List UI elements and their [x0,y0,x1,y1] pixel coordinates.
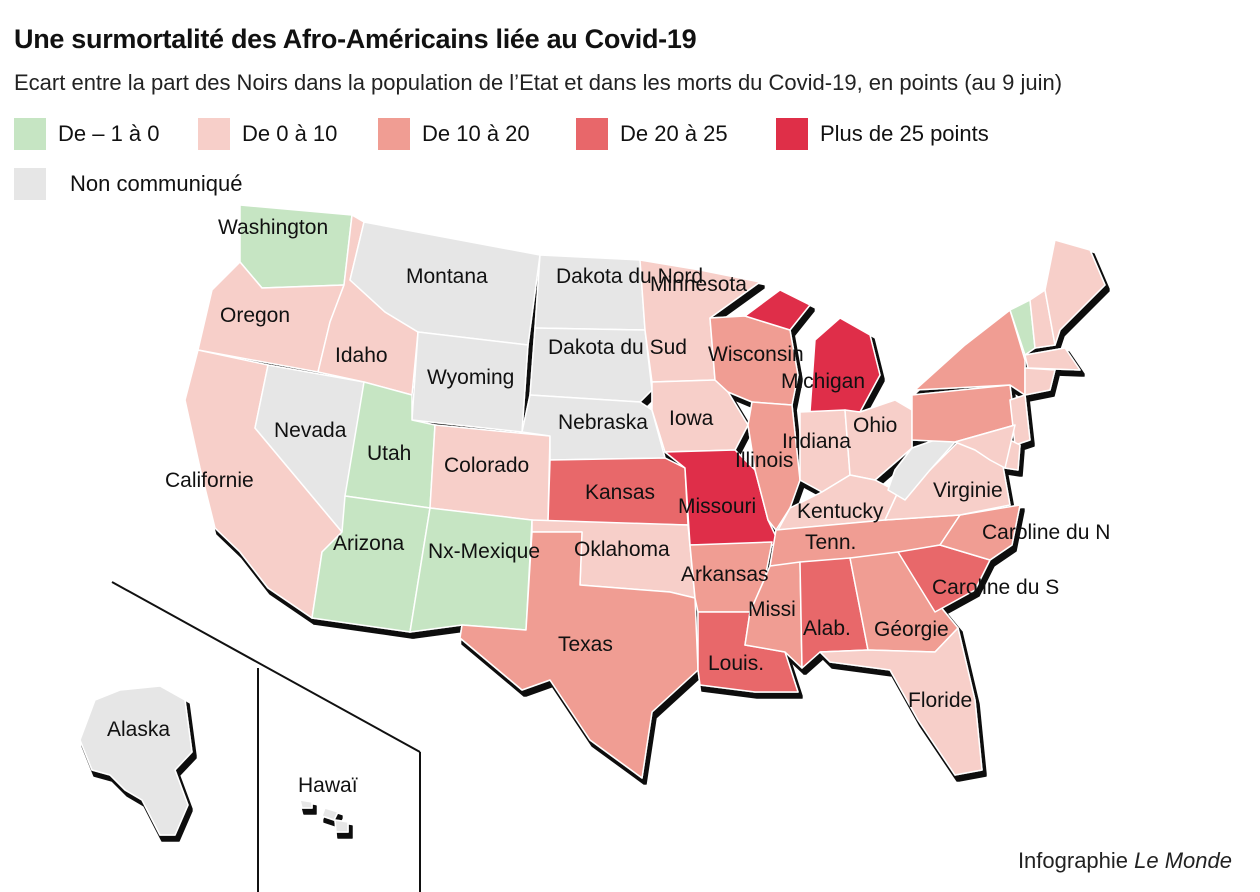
label-nebraska: Nebraska [558,411,648,434]
label-alaska: Alaska [107,718,170,741]
map-title: Une surmortalité des Afro-Américains lié… [14,24,697,54]
state-connecticut [1024,367,1056,396]
label-ohio: Ohio [853,414,897,437]
label-utah: Utah [367,442,411,465]
label-kentucky: Kentucky [797,500,884,523]
state-newyork [914,309,1026,396]
legend-item-c1: De – 1 à 0 [14,118,160,150]
label-arkansas: Arkansas [681,563,769,586]
label-arizona: Arizona [333,532,405,555]
label-michigan: Michigan [781,370,865,393]
legend-swatch-c4 [576,118,608,150]
credit-prefix: Infographie [1017,848,1135,873]
label-indiana: Indiana [782,430,851,453]
state-maryland [954,424,1016,469]
legend-label-c1: De – 1 à 0 [58,121,160,146]
label-wisconsin: Wisconsin [708,343,804,366]
legend-label-c2: De 0 à 10 [242,121,338,146]
state-northcarolina [939,504,1021,561]
label-washington: Washington [218,216,328,239]
credit: Infographie Le Monde [1018,848,1232,874]
label-newmexico: Nx-Mexique [428,540,540,563]
label-montana: Montana [406,265,488,288]
state-westvirginia [887,439,956,501]
state-florida [819,627,983,776]
state-alaska [79,685,193,836]
legend-label-c3: De 10 à 20 [422,121,530,146]
map-subtitle: Ecart entre la part des Noirs dans la po… [14,70,1063,95]
state-missouri [664,449,781,546]
state-texas [459,531,699,779]
label-illinois: Illinois [735,449,793,472]
legend: De – 1 à 0 De 0 à 10 De 10 à 20 De 20 à … [14,118,1114,208]
legend-item-c5: Plus de 25 points [776,118,989,150]
label-california: Californie [165,469,254,492]
legend-label-na: Non communiqué [70,171,243,196]
label-southcarolina: Caroline du S [932,576,1059,599]
legend-label-c5: Plus de 25 points [820,121,989,146]
state-hawaii [299,799,349,833]
label-georgia: Géorgie [874,618,949,641]
label-tennessee: Tenn. [805,531,856,554]
label-nevada: Nevada [274,419,347,442]
label-missouri: Missouri [678,495,756,518]
state-newjersey [1009,394,1031,446]
legend-item-c2: De 0 à 10 [198,118,337,150]
label-idaho: Idaho [335,344,388,367]
state-southdakota [529,327,653,403]
legend-item-c4: De 20 à 25 [576,118,728,150]
legend-item-na: Non communiqué [14,168,242,200]
label-louisiana: Louis. [708,652,764,675]
label-alabama: Alab. [803,617,851,640]
label-northcarolina: Caroline du N [982,521,1110,544]
label-oklahoma: Oklahoma [574,538,670,561]
label-florida: Floride [908,689,972,712]
label-mississippi: Missi [748,598,796,621]
label-iowa: Iowa [669,407,714,430]
legend-swatch-c3 [378,118,410,150]
legend-label-c4: De 20 à 25 [620,121,728,146]
legend-swatch-c2 [198,118,230,150]
label-texas: Texas [558,633,613,656]
state-newmexico [409,507,533,633]
label-southdakota: Dakota du Sud [548,336,687,359]
legend-swatch-c5 [776,118,808,150]
label-hawaii: Hawaï [298,774,358,797]
state-maine [1044,239,1106,346]
label-wyoming: Wyoming [427,366,514,389]
inset-lines [111,581,421,892]
label-northdakota: Dakota du Nord [556,265,703,288]
legend-item-c3: De 10 à 20 [378,118,530,150]
label-minnesota: Minnesota [650,273,747,296]
credit-brand: Le Monde [1134,848,1232,873]
state-massachusetts [1024,347,1081,371]
label-oregon: Oregon [220,304,290,327]
legend-swatch-na [14,168,46,200]
legend-swatch-c1 [14,118,46,150]
label-kansas: Kansas [585,481,655,504]
label-virginia: Virginie [933,479,1003,502]
state-labels: Washington Oregon Californie Nevada Idah… [107,216,1110,797]
label-colorado: Colorado [444,454,529,477]
state-southcarolina [897,544,991,613]
